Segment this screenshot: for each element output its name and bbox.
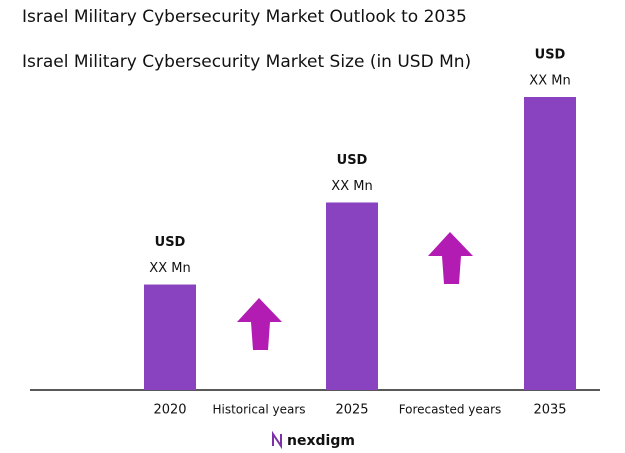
bar-label-value: XX Mn: [529, 74, 570, 89]
bar: [326, 202, 378, 390]
bar: [144, 284, 196, 390]
logo-icon: [272, 430, 282, 450]
trend-arrow: [237, 298, 282, 350]
chart-title: Israel Military Cybersecurity Market Out…: [22, 7, 467, 27]
bar-label-unit: USD: [155, 235, 186, 250]
period-label: Forecasted years: [399, 403, 502, 417]
x-tick-label: 2035: [533, 403, 566, 418]
bar-label-value: XX Mn: [331, 179, 372, 194]
bar-label-value: XX Mn: [149, 261, 190, 276]
trend-arrow: [428, 232, 473, 284]
x-tick-label: 2020: [153, 403, 186, 418]
bar-label-unit: USD: [535, 48, 566, 63]
x-tick-label: 2025: [335, 403, 368, 418]
brand: nexdigm: [287, 433, 355, 449]
chart-subtitle: Israel Military Cybersecurity Market Siz…: [22, 52, 472, 72]
bar: [524, 97, 576, 390]
bar-label-unit: USD: [337, 153, 368, 168]
period-label: Historical years: [212, 403, 305, 417]
